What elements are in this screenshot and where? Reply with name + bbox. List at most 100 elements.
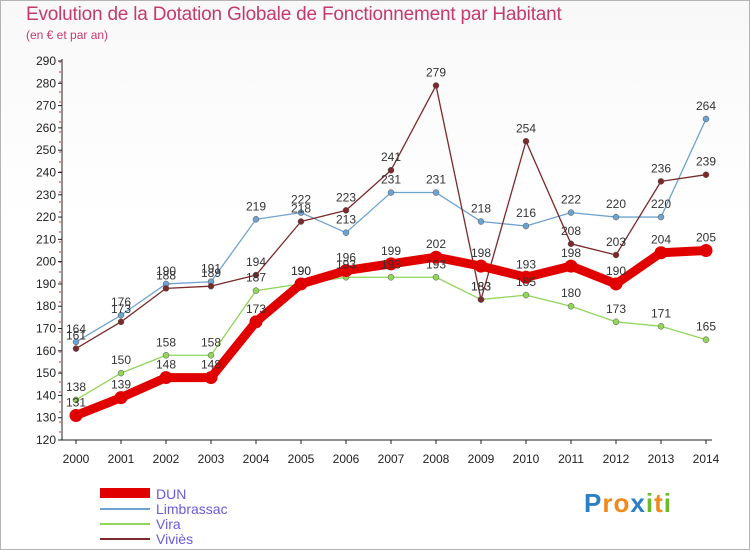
data-point-vira bbox=[207, 352, 215, 359]
data-point-limbrassac bbox=[657, 213, 665, 221]
data-label-vira: 158 bbox=[201, 335, 221, 349]
data-label-limbrassac: 213 bbox=[336, 213, 356, 227]
x-tick-label: 2007 bbox=[378, 452, 405, 466]
data-label-vivi-s: 208 bbox=[561, 224, 581, 238]
data-point-vivi-s bbox=[477, 296, 485, 303]
data-point-dun bbox=[114, 391, 128, 405]
data-point-vivi-s bbox=[72, 345, 80, 352]
data-point-vivi-s bbox=[387, 166, 395, 174]
data-point-dun bbox=[429, 250, 443, 264]
data-point-limbrassac bbox=[432, 189, 440, 196]
y-tick-label: 180 bbox=[36, 299, 56, 313]
data-point-dun bbox=[654, 246, 668, 260]
data-label-vira: 183 bbox=[471, 280, 491, 294]
data-point-limbrassac bbox=[477, 218, 485, 225]
data-label-limbrassac: 218 bbox=[471, 202, 491, 216]
data-label-dun: 131 bbox=[66, 395, 86, 409]
x-tick-label: 2003 bbox=[198, 452, 225, 466]
data-label-limbrassac: 191 bbox=[201, 262, 221, 276]
data-point-vivi-s bbox=[162, 285, 170, 292]
data-label-vira: 173 bbox=[606, 302, 626, 316]
data-point-vivi-s bbox=[342, 207, 350, 214]
data-label-dun: 193 bbox=[516, 257, 536, 271]
data-point-limbrassac bbox=[702, 115, 710, 123]
data-label-vira: 138 bbox=[66, 380, 86, 394]
logo-letter: x bbox=[630, 488, 646, 518]
data-point-vivi-s bbox=[117, 318, 125, 326]
data-point-vivi-s bbox=[207, 282, 215, 290]
logo-letter: i bbox=[663, 488, 672, 518]
data-point-dun bbox=[474, 259, 488, 273]
x-tick-label: 2000 bbox=[63, 452, 90, 466]
y-tick-label: 250 bbox=[36, 143, 56, 157]
data-label-dun: 190 bbox=[606, 264, 626, 278]
x-tick-label: 2012 bbox=[603, 452, 630, 466]
y-tick-label: 270 bbox=[36, 99, 56, 113]
data-label-limbrassac: 216 bbox=[516, 206, 536, 220]
y-tick-label: 150 bbox=[36, 366, 56, 380]
y-tick-label: 260 bbox=[36, 121, 56, 135]
y-tick-label: 230 bbox=[36, 188, 56, 202]
x-tick-label: 2013 bbox=[648, 452, 675, 466]
x-tick-label: 2006 bbox=[333, 452, 360, 466]
data-label-vivi-s: 241 bbox=[381, 150, 401, 164]
data-label-vira: 185 bbox=[516, 275, 536, 289]
legend-label: Vira bbox=[156, 516, 181, 532]
logo-letter: t bbox=[654, 488, 664, 518]
data-label-vivi-s: 161 bbox=[66, 329, 86, 343]
data-point-vivi-s bbox=[567, 240, 575, 248]
data-point-limbrassac bbox=[72, 338, 80, 346]
data-point-dun bbox=[339, 264, 353, 278]
data-point-vira bbox=[252, 287, 260, 294]
data-label-vira: 150 bbox=[111, 353, 131, 367]
data-label-dun: 202 bbox=[426, 237, 446, 251]
data-label-vivi-s: 223 bbox=[336, 190, 356, 204]
legend-label: DUN bbox=[156, 486, 187, 502]
data-label-dun: 196 bbox=[336, 251, 356, 265]
data-label-dun: 190 bbox=[291, 264, 311, 278]
data-label-vira: 190 bbox=[291, 264, 311, 278]
data-point-limbrassac bbox=[342, 229, 350, 236]
data-point-dun bbox=[204, 371, 218, 385]
data-point-vira bbox=[432, 274, 440, 281]
x-tick-label: 2005 bbox=[288, 452, 315, 466]
x-tick-label: 2011 bbox=[558, 452, 584, 466]
data-point-vira bbox=[387, 274, 395, 281]
data-label-limbrassac: 220 bbox=[606, 197, 626, 211]
data-label-dun: 204 bbox=[651, 233, 671, 247]
data-point-dun bbox=[384, 257, 398, 271]
data-point-vira bbox=[567, 302, 575, 310]
data-label-vira: 158 bbox=[156, 335, 176, 349]
data-label-vira: 193 bbox=[426, 257, 446, 271]
data-label-vivi-s: 239 bbox=[696, 155, 716, 169]
logo-letter: o bbox=[613, 488, 631, 518]
data-point-vivi-s bbox=[522, 138, 530, 145]
data-point-dun bbox=[609, 277, 623, 291]
data-label-limbrassac: 222 bbox=[291, 193, 311, 207]
data-point-limbrassac bbox=[117, 311, 125, 319]
data-point-vira bbox=[702, 336, 710, 343]
data-label-dun: 198 bbox=[561, 246, 581, 260]
data-point-dun bbox=[69, 408, 83, 422]
y-tick-label: 220 bbox=[36, 210, 56, 224]
data-point-vira bbox=[72, 396, 80, 404]
legend-swatch bbox=[100, 488, 150, 498]
data-point-limbrassac bbox=[297, 209, 305, 216]
x-tick-label: 2008 bbox=[423, 452, 450, 466]
x-tick-label: 2002 bbox=[153, 452, 180, 466]
data-label-dun: 198 bbox=[471, 246, 491, 260]
y-tick-label: 240 bbox=[36, 165, 56, 179]
data-point-vira bbox=[657, 323, 665, 330]
legend-item-vira: Vira bbox=[100, 516, 300, 532]
data-point-vira bbox=[612, 318, 620, 326]
data-label-vira: 180 bbox=[561, 286, 581, 300]
legend-swatch bbox=[100, 508, 150, 510]
y-tick-label: 290 bbox=[36, 54, 56, 68]
data-label-vivi-s: 203 bbox=[606, 235, 626, 249]
y-tick-label: 160 bbox=[36, 344, 56, 358]
data-label-vivi-s: 183 bbox=[471, 280, 491, 294]
data-label-vira: 193 bbox=[381, 257, 401, 271]
data-point-vivi-s bbox=[612, 251, 620, 259]
data-point-vivi-s bbox=[252, 271, 260, 279]
